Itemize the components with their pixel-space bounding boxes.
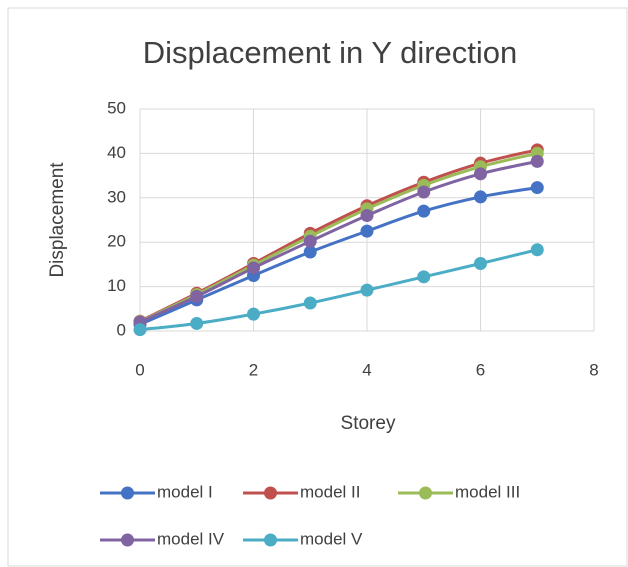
legend-label: model III <box>455 482 520 501</box>
y-tick-label: 30 <box>107 187 126 206</box>
point <box>530 243 544 257</box>
y-tick-label: 40 <box>107 143 126 162</box>
legend-marker <box>121 533 134 547</box>
point <box>417 270 431 284</box>
point <box>133 323 147 337</box>
x-tick-label: 8 <box>589 360 598 379</box>
point <box>247 261 260 275</box>
point <box>303 234 317 248</box>
point <box>474 257 487 271</box>
legend-marker <box>264 533 277 547</box>
point <box>417 185 431 199</box>
point <box>303 296 317 310</box>
legend-label: model V <box>300 529 363 548</box>
chart-title: Displacement in Y direction <box>143 35 518 70</box>
point <box>417 204 431 218</box>
y-tick-label: 20 <box>107 232 126 251</box>
x-axis-label: Storey <box>341 413 396 434</box>
x-tick-label: 4 <box>362 360 371 379</box>
point <box>474 167 487 181</box>
point <box>190 289 204 303</box>
x-tick-label: 2 <box>249 360 258 379</box>
legend-marker <box>264 486 277 500</box>
x-tick-label: 0 <box>135 360 144 379</box>
y-axis-label: Displacement <box>47 162 68 278</box>
point <box>530 154 544 168</box>
legend-marker <box>419 486 432 500</box>
point <box>530 181 544 195</box>
y-tick-label: 10 <box>107 276 126 295</box>
point <box>360 224 374 238</box>
point <box>360 209 374 223</box>
legend-marker <box>121 486 134 500</box>
x-tick-label: 6 <box>476 360 485 379</box>
point <box>303 245 317 259</box>
point <box>190 316 204 330</box>
legend-label: model IV <box>157 529 225 548</box>
point <box>474 190 487 204</box>
point <box>247 307 260 321</box>
legend-label: model I <box>157 482 213 501</box>
point <box>360 283 374 297</box>
y-tick-label: 0 <box>117 320 126 339</box>
y-tick-label: 50 <box>107 98 126 117</box>
legend-label: model II <box>300 482 360 501</box>
